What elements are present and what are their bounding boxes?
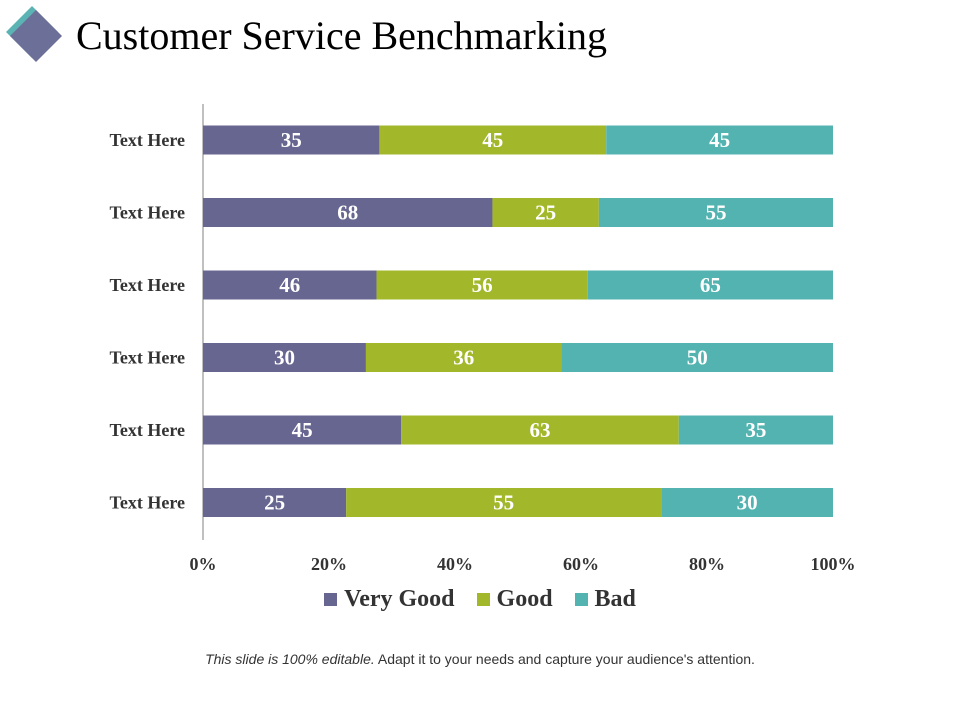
- data-label-very-good-row-2: 68: [337, 201, 358, 225]
- data-label-bad-row-6: 30: [737, 491, 758, 515]
- data-label-good-row-5: 63: [530, 418, 551, 442]
- category-label-row-5: Text Here: [110, 420, 185, 440]
- bar-very-good-row-1: [203, 125, 380, 155]
- stacked-bar-chart: 35 45 45 Text Here 68 25 55 Text Here 46 56 65 Text…: [110, 104, 856, 574]
- footnote: This slide is 100% editable. Adapt it to…: [0, 651, 960, 667]
- data-label-bad-row-1: 45: [709, 128, 730, 152]
- bar-very-good-row-5: [203, 415, 402, 445]
- x-tick-label-0: 0%: [190, 554, 217, 574]
- legend-swatch-very-good: [324, 593, 338, 606]
- data-label-good-row-2: 25: [535, 201, 556, 225]
- bar-good-row-3: [376, 270, 588, 300]
- data-label-very-good-row-6: 25: [264, 491, 285, 515]
- bar-bad-row-4: [561, 343, 833, 372]
- data-label-good-row-1: 45: [482, 128, 503, 152]
- footnote-text: Adapt it to your needs and capture your …: [374, 651, 755, 667]
- logo-front-diamond: [10, 10, 62, 62]
- bar-very-good-row-6: [203, 488, 347, 517]
- x-tick-label-40: 40%: [437, 554, 473, 574]
- bar-bad-row-3: [587, 270, 833, 300]
- legend-label-good: Good: [496, 586, 553, 612]
- bar-good-row-2: [492, 198, 599, 227]
- category-label-row-3: Text Here: [110, 275, 185, 295]
- bar-good-row-6: [346, 488, 662, 517]
- data-label-very-good-row-3: 46: [279, 273, 300, 297]
- legend-label-bad: Bad: [594, 586, 636, 612]
- data-label-bad-row-3: 65: [700, 273, 721, 297]
- legend-item-very-good: Very Good: [324, 586, 455, 613]
- legend-swatch-bad: [574, 593, 588, 606]
- footnote-italic: This slide is 100% editable.: [205, 651, 375, 667]
- page-title: Customer Service Benchmarking: [76, 13, 607, 58]
- data-label-bad-row-2: 55: [705, 201, 726, 225]
- slide-logo-icon: [6, 6, 62, 62]
- legend-item-good: Good: [476, 586, 553, 613]
- category-label-row-6: Text Here: [110, 493, 185, 513]
- bar-good-row-5: [401, 415, 679, 445]
- legend-label-very-good: Very Good: [344, 586, 455, 612]
- x-tick-label-80: 80%: [689, 554, 725, 574]
- legend-item-bad: Bad: [574, 586, 636, 613]
- bar-good-row-4: [365, 343, 562, 372]
- x-tick-label-100: 100%: [811, 554, 856, 574]
- category-label-row-2: Text Here: [110, 203, 185, 223]
- data-label-very-good-row-1: 35: [281, 128, 302, 152]
- category-label-row-1: Text Here: [110, 130, 185, 150]
- bar-good-row-1: [379, 125, 607, 155]
- data-label-good-row-3: 56: [472, 273, 493, 297]
- bar-bad-row-5: [678, 415, 833, 445]
- data-label-good-row-4: 36: [453, 346, 474, 370]
- x-tick-label-60: 60%: [563, 554, 599, 574]
- chart-legend: Very Good Good Bad: [0, 586, 960, 613]
- bar-bad-row-1: [606, 125, 833, 155]
- bar-bad-row-6: [661, 488, 833, 517]
- bar-very-good-row-4: [203, 343, 366, 372]
- data-label-bad-row-4: 50: [687, 346, 708, 370]
- bar-very-good-row-2: [203, 198, 493, 227]
- bar-bad-row-2: [598, 198, 833, 227]
- x-tick-label-20: 20%: [311, 554, 347, 574]
- bar-very-good-row-3: [203, 270, 377, 300]
- data-label-very-good-row-4: 30: [274, 346, 295, 370]
- legend-swatch-good: [476, 593, 490, 606]
- data-label-good-row-6: 55: [493, 491, 514, 515]
- data-label-bad-row-5: 35: [745, 418, 766, 442]
- category-label-row-4: Text Here: [110, 348, 185, 368]
- data-label-very-good-row-5: 45: [292, 418, 313, 442]
